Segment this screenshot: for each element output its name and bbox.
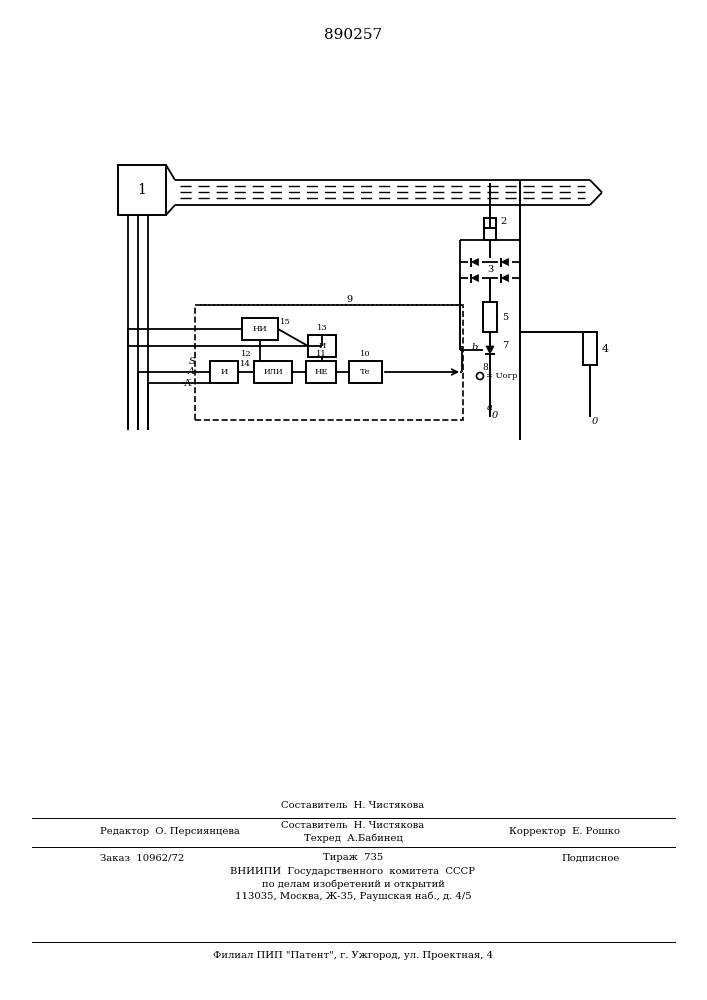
Bar [484,228,496,240]
Bar [210,361,238,383]
Text: 5: 5 [502,312,508,322]
Polygon shape [472,258,479,265]
Text: 11: 11 [315,350,327,358]
Text: ВНИИПИ  Государственного  комитета  СССР: ВНИИПИ Государственного комитета СССР [230,867,476,876]
Text: ИЛИ: ИЛИ [263,368,283,376]
Bar [195,305,463,420]
Bar [308,335,336,357]
Text: Филиал ПИП "Патент", г. Ужгород, ул. Проектная, 4: Филиал ПИП "Патент", г. Ужгород, ул. Про… [213,950,493,960]
Text: 10: 10 [360,350,370,358]
Text: Подписное: Подписное [561,854,620,862]
Text: -A̅: -A̅ [182,378,192,387]
Text: Те: Те [361,368,370,376]
Text: Редактор  О. Персиянцева: Редактор О. Персиянцева [100,826,240,836]
Bar [242,318,278,340]
Text: 7: 7 [502,340,508,350]
Text: 8: 8 [482,363,488,372]
Text: 2: 2 [500,218,506,227]
Text: Тираж  735: Тираж 735 [323,854,383,862]
Text: 1: 1 [138,183,146,197]
Text: 12: 12 [241,350,252,358]
Text: по делам изобретений и открытий: по делам изобретений и открытий [262,879,445,889]
Polygon shape [501,258,508,265]
Bar [349,361,382,383]
Bar [483,302,497,332]
Text: 0: 0 [592,418,598,426]
Text: Составитель  Н. Чистякова: Составитель Н. Чистякова [281,800,425,810]
Text: 113035, Москва, Ж-35, Раушская наб., д. 4/5: 113035, Москва, Ж-35, Раушская наб., д. … [235,891,472,901]
Text: 890257: 890257 [324,28,382,42]
Text: НИ: НИ [252,325,267,333]
Text: 0: 0 [492,410,498,420]
Text: И: И [221,368,228,376]
Text: S: S [188,358,195,366]
Text: 9: 9 [346,296,352,304]
Polygon shape [486,346,494,354]
Bar [306,361,336,383]
Text: 4: 4 [602,344,609,354]
Text: 15: 15 [280,318,291,326]
Polygon shape [472,274,479,282]
Text: И: И [318,342,326,350]
Text: b: b [472,344,478,353]
Text: Составитель  Н. Чистякова: Составитель Н. Чистякова [281,820,425,830]
Text: 3: 3 [487,265,493,274]
Polygon shape [501,274,508,282]
Bar [583,332,597,365]
Bar [118,165,166,215]
Text: A: A [188,367,195,376]
Text: 13: 13 [317,324,327,332]
Text: НЕ: НЕ [314,368,328,376]
Text: Техред  А.Бабинец: Техред А.Бабинец [303,833,402,843]
Text: 14: 14 [240,360,251,368]
Text: a: a [487,403,493,412]
Text: Заказ  10962/72: Заказ 10962/72 [100,854,185,862]
Text: = Uогр: = Uогр [486,372,518,380]
Bar [484,218,496,228]
Bar [254,361,292,383]
Text: Корректор  Е. Рошко: Корректор Е. Рошко [509,826,620,836]
